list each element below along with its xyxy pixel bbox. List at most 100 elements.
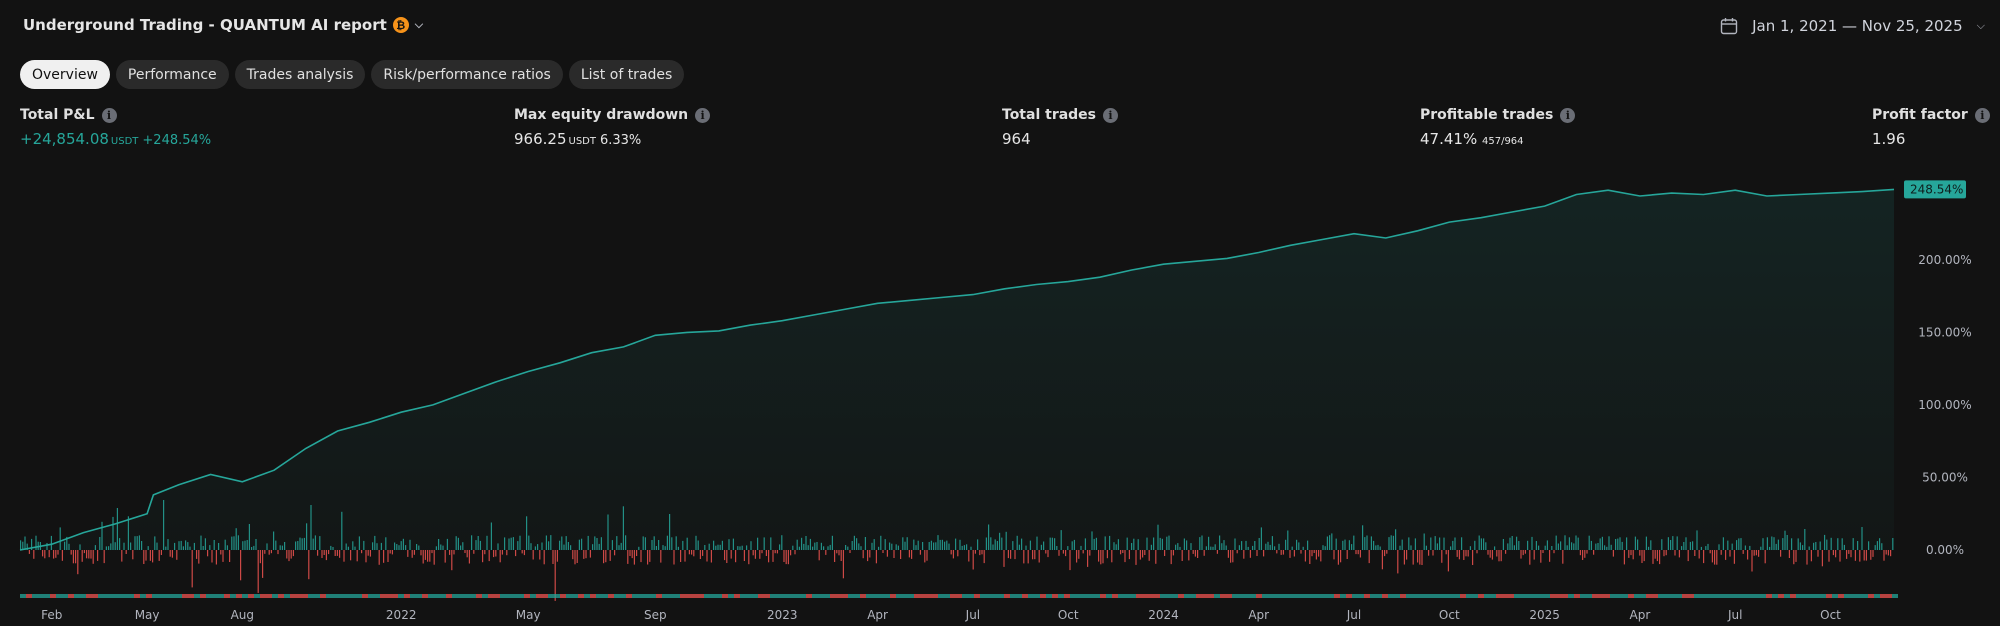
trade-outcome-segment	[1892, 594, 1898, 598]
trade-outcome-segment	[668, 594, 674, 598]
loss-trade-bar	[1859, 550, 1861, 562]
chevron-down-icon[interactable]: ⌵	[1976, 19, 1985, 32]
loss-trade-bar	[215, 550, 217, 565]
info-icon[interactable]: i	[101, 107, 117, 123]
loss-trade-bar	[1742, 550, 1744, 554]
loss-trade-bar	[336, 550, 338, 556]
trade-outcome-segment	[224, 594, 230, 598]
x-tick-label: 2023	[767, 608, 798, 622]
metric-label: Total P&L	[20, 107, 95, 123]
loss-trade-bar	[614, 550, 616, 556]
trade-outcome-segment	[1814, 594, 1820, 598]
trade-outcome-segment	[1094, 594, 1100, 598]
trade-outcome-segment	[692, 594, 698, 598]
trade-outcome-segment	[1394, 594, 1400, 598]
loss-trade-bar	[1089, 550, 1091, 556]
trade-outcome-segment	[1538, 594, 1544, 598]
equity-chart[interactable]: 0.00% 50.00% 100.00% 150.00% 200.00% Feb May A…	[0, 160, 2000, 626]
trade-outcome-segment	[1742, 594, 1748, 598]
trade-outcome-segment	[1208, 594, 1214, 598]
tab-risk-performance-ratios[interactable]: Risk/performance ratios	[371, 60, 563, 89]
x-tick-label: Aug	[231, 608, 254, 622]
loss-trade-bar	[473, 550, 475, 554]
trade-outcome-segment	[584, 594, 590, 598]
loss-trade-bar	[1542, 550, 1544, 553]
tab-performance[interactable]: Performance	[115, 60, 229, 89]
trade-outcome-segment	[392, 594, 398, 598]
loss-trade-bar	[842, 550, 844, 579]
trade-outcome-segment	[470, 594, 476, 598]
trade-outcome-segment	[662, 594, 668, 598]
loss-trade-bar	[1885, 550, 1887, 555]
tab-list-of-trades[interactable]: List of trades	[568, 60, 685, 89]
info-icon[interactable]: i	[1560, 107, 1576, 123]
trade-outcome-segment	[476, 594, 482, 598]
loss-trade-bar	[501, 550, 503, 555]
tab-overview[interactable]: Overview	[20, 60, 110, 89]
chevron-down-icon[interactable]: ⌵	[414, 18, 424, 31]
trade-outcome-segment	[1226, 594, 1232, 598]
trade-outcome-segment	[644, 594, 650, 598]
trade-outcome-segment	[1136, 594, 1142, 598]
trade-outcome-segment	[1502, 594, 1508, 598]
date-range-picker[interactable]: Jan 1, 2021 — Nov 25, 2025 ⌵	[1720, 17, 1985, 35]
loss-trade-bar	[627, 550, 629, 564]
loss-trade-bar	[1465, 550, 1467, 557]
loss-trade-bar	[752, 550, 754, 556]
loss-trade-bar	[361, 550, 363, 554]
trade-outcome-segment	[950, 594, 956, 598]
loss-trade-bar	[636, 550, 638, 556]
tab-trades-analysis[interactable]: Trades analysis	[234, 60, 366, 89]
loss-trade-bar	[1498, 550, 1500, 562]
info-icon[interactable]: i	[1974, 107, 1990, 123]
loss-trade-bar	[33, 550, 35, 559]
loss-trade-bar	[924, 550, 926, 563]
trade-outcome-segment	[1448, 594, 1454, 598]
trade-outcome-segment	[1214, 594, 1220, 598]
loss-trade-bar	[950, 550, 952, 555]
trade-outcome-segment	[80, 594, 86, 598]
info-icon[interactable]: i	[695, 107, 711, 123]
strategy-selector[interactable]: Underground Trading - QUANTUM AI report …	[23, 16, 423, 34]
loss-trade-bar	[1817, 550, 1819, 557]
loss-trade-bar	[691, 550, 693, 555]
profit-trade-bar	[24, 536, 26, 550]
loss-trade-bar	[1087, 550, 1089, 567]
loss-trade-bar	[288, 550, 290, 562]
loss-trade-bar	[160, 550, 162, 555]
trade-outcome-segment	[638, 594, 644, 598]
loss-trade-bar	[1047, 550, 1049, 558]
loss-trade-bar	[259, 550, 261, 564]
profit-trade-bar	[50, 535, 52, 550]
trade-outcome-segment	[782, 594, 788, 598]
loss-trade-bar	[132, 550, 134, 560]
trade-outcome-segment	[1382, 594, 1388, 598]
loss-trade-bar	[840, 550, 842, 561]
trade-outcome-segment	[800, 594, 806, 598]
loss-trade-bar	[482, 550, 484, 563]
loss-trade-bar	[1406, 550, 1408, 560]
trade-outcome-segment	[182, 594, 188, 598]
trade-outcome-segment	[146, 594, 152, 598]
loss-trade-bar	[794, 550, 796, 555]
trade-outcome-segment	[1310, 594, 1316, 598]
loss-trade-bar	[1487, 550, 1489, 555]
trade-outcome-segment	[1466, 594, 1472, 598]
trade-outcome-segment	[1562, 594, 1568, 598]
metric-label: Max equity drawdown	[514, 107, 689, 123]
loss-trade-bar	[1540, 550, 1542, 563]
loss-trade-bar	[97, 550, 99, 561]
trade-outcome-segment	[1526, 594, 1532, 598]
info-icon[interactable]: i	[1103, 107, 1119, 123]
loss-trade-bar	[149, 550, 151, 561]
loss-trade-bar	[1584, 550, 1586, 558]
loss-trade-bar	[176, 550, 178, 560]
trade-outcome-segment	[386, 594, 392, 598]
trade-outcome-segment	[512, 594, 518, 598]
loss-trade-bar	[1421, 550, 1423, 565]
trade-outcome-segment	[1682, 594, 1688, 598]
loss-trade-bar	[1533, 550, 1535, 560]
loss-trade-bar	[1753, 550, 1755, 556]
trade-outcome-segment	[1166, 594, 1172, 598]
trade-outcome-segment	[416, 594, 422, 598]
